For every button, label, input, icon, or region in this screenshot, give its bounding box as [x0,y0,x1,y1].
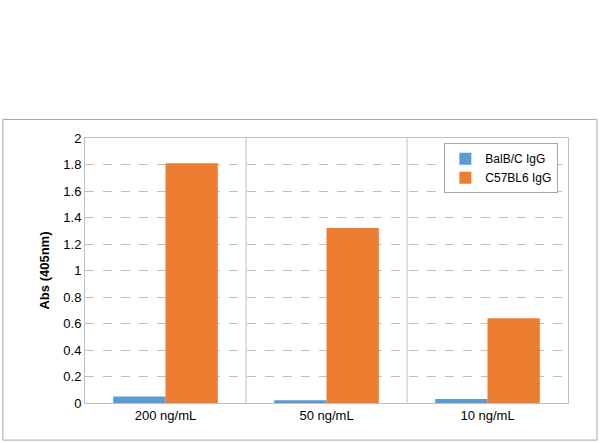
svg-text:1.2: 1.2 [63,237,81,252]
svg-text:BalB/C IgG: BalB/C IgG [485,152,545,166]
svg-text:1.8: 1.8 [63,157,81,172]
svg-text:10 ng/mL: 10 ng/mL [460,408,514,423]
svg-text:0.4: 0.4 [63,343,81,358]
svg-text:1.6: 1.6 [63,184,81,199]
svg-text:50 ng/mL: 50 ng/mL [299,408,353,423]
svg-text:0.6: 0.6 [63,316,81,331]
svg-text:C57BL6 IgG: C57BL6 IgG [485,171,551,185]
svg-text:1.4: 1.4 [63,210,81,225]
svg-text:2: 2 [74,131,81,146]
svg-text:0.2: 0.2 [63,369,81,384]
svg-text:0.8: 0.8 [63,290,81,305]
svg-text:0: 0 [74,396,81,411]
svg-text:Abs (405nm): Abs (405nm) [37,231,52,309]
svg-text:1: 1 [74,263,81,278]
svg-text:200 ng/mL: 200 ng/mL [135,408,196,423]
